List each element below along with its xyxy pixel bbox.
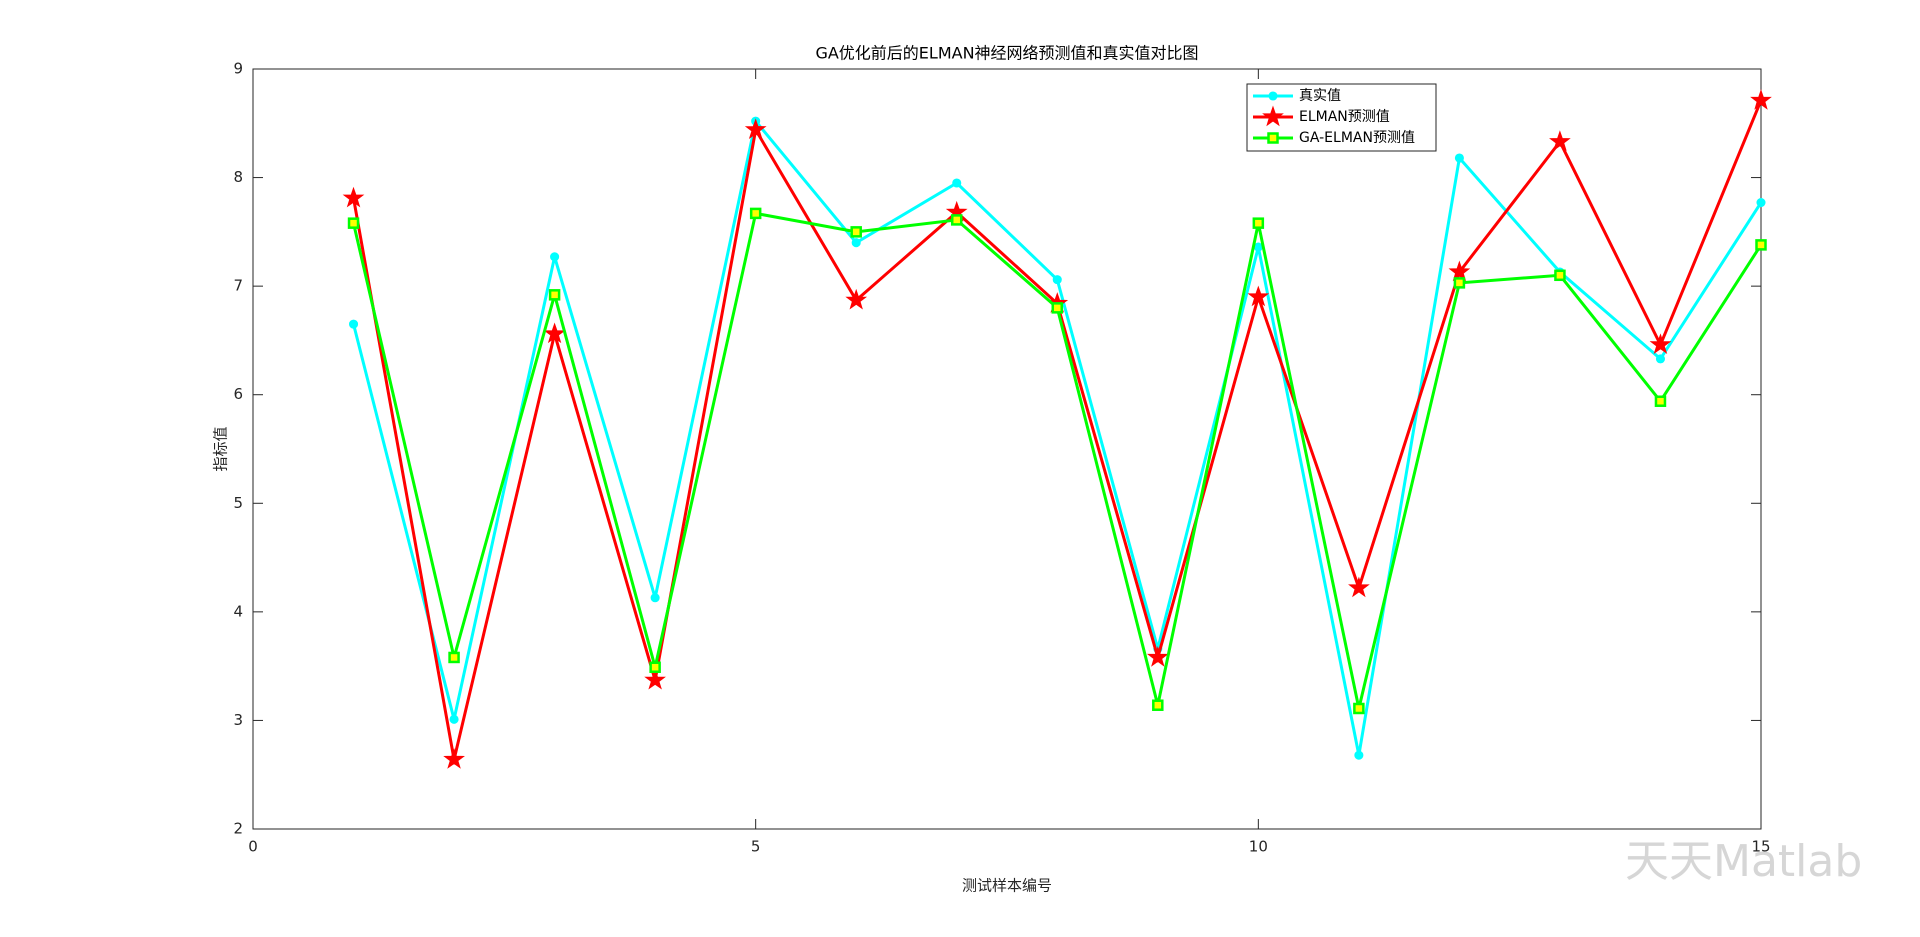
watermark: 天天Matlab: [1625, 836, 1862, 887]
marker: [845, 288, 868, 310]
marker: [851, 238, 861, 248]
legend-marker: [1267, 132, 1279, 144]
marker: [448, 651, 460, 664]
x-axis-label: 测试样本编号: [962, 877, 1052, 895]
marker: [449, 714, 459, 724]
y-tick-label: 5: [233, 494, 243, 512]
marker: [348, 319, 359, 329]
marker: [1453, 277, 1466, 289]
marker: [1750, 89, 1772, 110]
marker: [1247, 285, 1270, 307]
legend-label: ELMAN预测值: [1299, 109, 1390, 125]
marker: [1756, 197, 1766, 208]
y-tick-label: 3: [233, 711, 243, 729]
marker: [1649, 333, 1672, 355]
marker: [1755, 239, 1767, 251]
marker: [749, 207, 762, 220]
series-line: [352, 99, 1763, 760]
marker: [347, 217, 360, 229]
y-tick-label: 8: [233, 168, 243, 186]
marker: [1448, 260, 1471, 282]
x-tick-label: 15: [1751, 838, 1770, 856]
marker: [1252, 217, 1265, 229]
marker: [649, 661, 661, 673]
marker: [952, 178, 962, 188]
marker: [1152, 699, 1164, 711]
legend-label: 真实值: [1299, 88, 1341, 104]
y-axis-label: 指标值: [212, 426, 230, 471]
legend-label: GA-ELMAN预测值: [1299, 130, 1415, 146]
marker: [443, 748, 465, 769]
y-tick-label: 6: [233, 385, 243, 403]
y-tick-label: 2: [233, 820, 243, 838]
marker: [650, 593, 660, 603]
marker: [1554, 269, 1566, 282]
marker: [744, 118, 767, 140]
series-line: [352, 117, 1763, 756]
chart-title: GA优化前后的ELMAN神经网络预测值和真实值对比图: [815, 44, 1198, 63]
marker: [1549, 130, 1571, 152]
legend-marker: [1262, 105, 1284, 127]
marker: [1655, 354, 1666, 364]
x-tick-label: 10: [1249, 838, 1268, 856]
y-tick-label: 7: [233, 277, 243, 295]
marker: [1051, 302, 1064, 314]
marker: [548, 289, 561, 301]
marker: [1654, 395, 1667, 407]
marker: [1454, 153, 1464, 163]
y-tick-label: 4: [233, 602, 243, 620]
axes-box: [252, 68, 1762, 830]
x-tick-label: 5: [751, 838, 761, 856]
marker: [1052, 275, 1062, 285]
marker: [850, 226, 862, 238]
marker: [550, 252, 560, 262]
marker: [644, 668, 666, 690]
y-tick-label: 9: [233, 60, 243, 78]
marker: [543, 322, 566, 344]
legend-marker: [1268, 91, 1278, 101]
marker: [1354, 750, 1364, 760]
marker: [950, 214, 963, 226]
x-tick-label: 0: [248, 838, 258, 856]
marker: [342, 186, 365, 208]
marker: [1348, 576, 1370, 598]
marker: [1146, 646, 1169, 667]
marker: [1353, 702, 1365, 715]
